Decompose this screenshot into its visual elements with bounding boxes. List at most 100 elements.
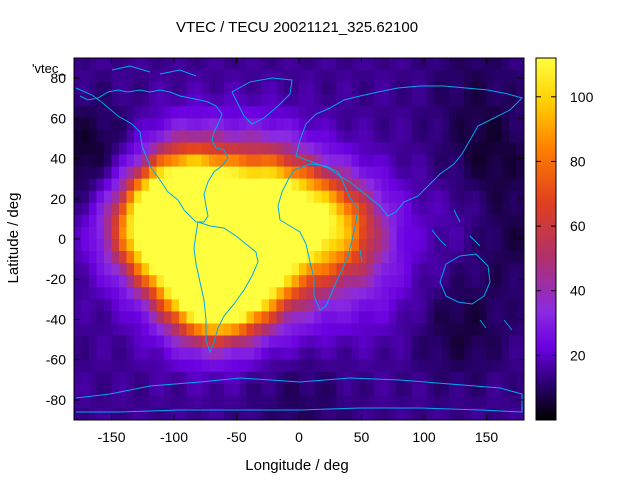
heatmap-cell (254, 299, 263, 312)
heatmap-cell (134, 82, 143, 95)
heatmap-cell (344, 166, 353, 180)
heatmap-cell (329, 299, 338, 312)
heatmap-cell (404, 239, 413, 252)
heatmap-cell (186, 58, 195, 71)
heatmap-cell (419, 239, 428, 252)
heatmap-cell (516, 335, 524, 349)
heatmap-cell (96, 383, 105, 397)
heatmap-cell (171, 395, 180, 409)
heatmap-cell (239, 275, 248, 288)
heatmap-cell (366, 214, 375, 228)
heatmap-cell (321, 154, 330, 168)
heatmap-cell (231, 395, 240, 409)
heatmap-cell (336, 142, 345, 156)
heatmap-cell (381, 299, 390, 312)
heatmap-cell (291, 323, 300, 337)
heatmap-cell (239, 118, 248, 131)
heatmap-cell (351, 299, 360, 312)
heatmap-cell (464, 130, 473, 144)
heatmap-cell (291, 239, 300, 252)
heatmap-cell (486, 359, 495, 373)
heatmap-cell (516, 106, 524, 119)
heatmap-cell (501, 142, 510, 156)
heatmap-cell (239, 166, 248, 180)
heatmap-cell (231, 214, 240, 228)
heatmap-cell (426, 335, 435, 349)
heatmap-cell (336, 190, 345, 204)
heatmap-cell (104, 335, 113, 349)
coast-north-america (75, 87, 229, 223)
heatmap-cell (449, 178, 458, 192)
heatmap-cell (81, 383, 90, 397)
heatmap-cell (141, 94, 150, 107)
heatmap-cell (344, 226, 353, 240)
heatmap-cell (89, 202, 98, 216)
heatmap-cell (329, 407, 338, 420)
heatmap-cell (329, 226, 338, 240)
heatmap-cell (149, 178, 158, 192)
heatmap-cell (201, 335, 210, 349)
heatmap-cell (306, 263, 315, 276)
heatmap-cell (111, 226, 120, 240)
heatmap-cell (141, 82, 150, 95)
heatmap-cell (441, 130, 450, 144)
heatmap-cell (224, 106, 233, 119)
heatmap-cell (179, 239, 188, 252)
heatmap-cell (81, 106, 90, 119)
heatmap-cell (134, 214, 143, 228)
heatmap-cell (321, 82, 330, 95)
heatmap-cell (404, 359, 413, 373)
heatmap-cell (344, 82, 353, 95)
heatmap-cell (479, 166, 488, 180)
heatmap-cell (389, 118, 398, 131)
heatmap-cell (284, 202, 293, 216)
heatmap-cell (291, 190, 300, 204)
heatmap-cell (516, 383, 524, 397)
heatmap-cell (374, 371, 383, 385)
heatmap-cell (471, 407, 480, 420)
x-tick-label: 100 (412, 429, 436, 445)
heatmap-cell (336, 226, 345, 240)
heatmap-cell (141, 275, 150, 288)
heatmap-cell (434, 178, 443, 192)
heatmap-cell (389, 287, 398, 300)
heatmap-cell (269, 371, 278, 385)
heatmap-cell (104, 106, 113, 119)
heatmap-cell (501, 371, 510, 385)
heatmap-cell (284, 214, 293, 228)
heatmap-cell (426, 166, 435, 180)
heatmap-cell (374, 335, 383, 349)
heatmap-cell (411, 239, 420, 252)
heatmap-cell (381, 202, 390, 216)
heatmap-cell (381, 407, 390, 420)
heatmap-cell (276, 335, 285, 349)
heatmap-cell (179, 299, 188, 312)
heatmap-cell (509, 214, 518, 228)
heatmap-cell (269, 359, 278, 373)
heatmap-cell (126, 106, 135, 119)
heatmap-cell (516, 251, 524, 264)
heatmap-cell (134, 226, 143, 240)
heatmap-cell (209, 82, 218, 95)
heatmap-cell (209, 299, 218, 312)
heatmap-cell (134, 287, 143, 300)
heatmap-cell (261, 263, 270, 276)
heatmap-cell (381, 178, 390, 192)
heatmap-cell (269, 311, 278, 325)
heatmap-cell (494, 202, 503, 216)
heatmap-cell (419, 359, 428, 373)
heatmap-cell (231, 323, 240, 337)
heatmap-cell (96, 347, 105, 361)
heatmap-cell (261, 190, 270, 204)
heatmap-cell (486, 106, 495, 119)
heatmap-cell (396, 407, 405, 420)
heatmap-cell (426, 359, 435, 373)
heatmap-cell (426, 275, 435, 288)
heatmap-cell (351, 275, 360, 288)
heatmap-cell (261, 202, 270, 216)
heatmap-cell (336, 82, 345, 95)
heatmap-cell (276, 106, 285, 119)
heatmap-cell (516, 142, 524, 156)
heatmap-cell (404, 347, 413, 361)
heatmap-cell (216, 383, 225, 397)
